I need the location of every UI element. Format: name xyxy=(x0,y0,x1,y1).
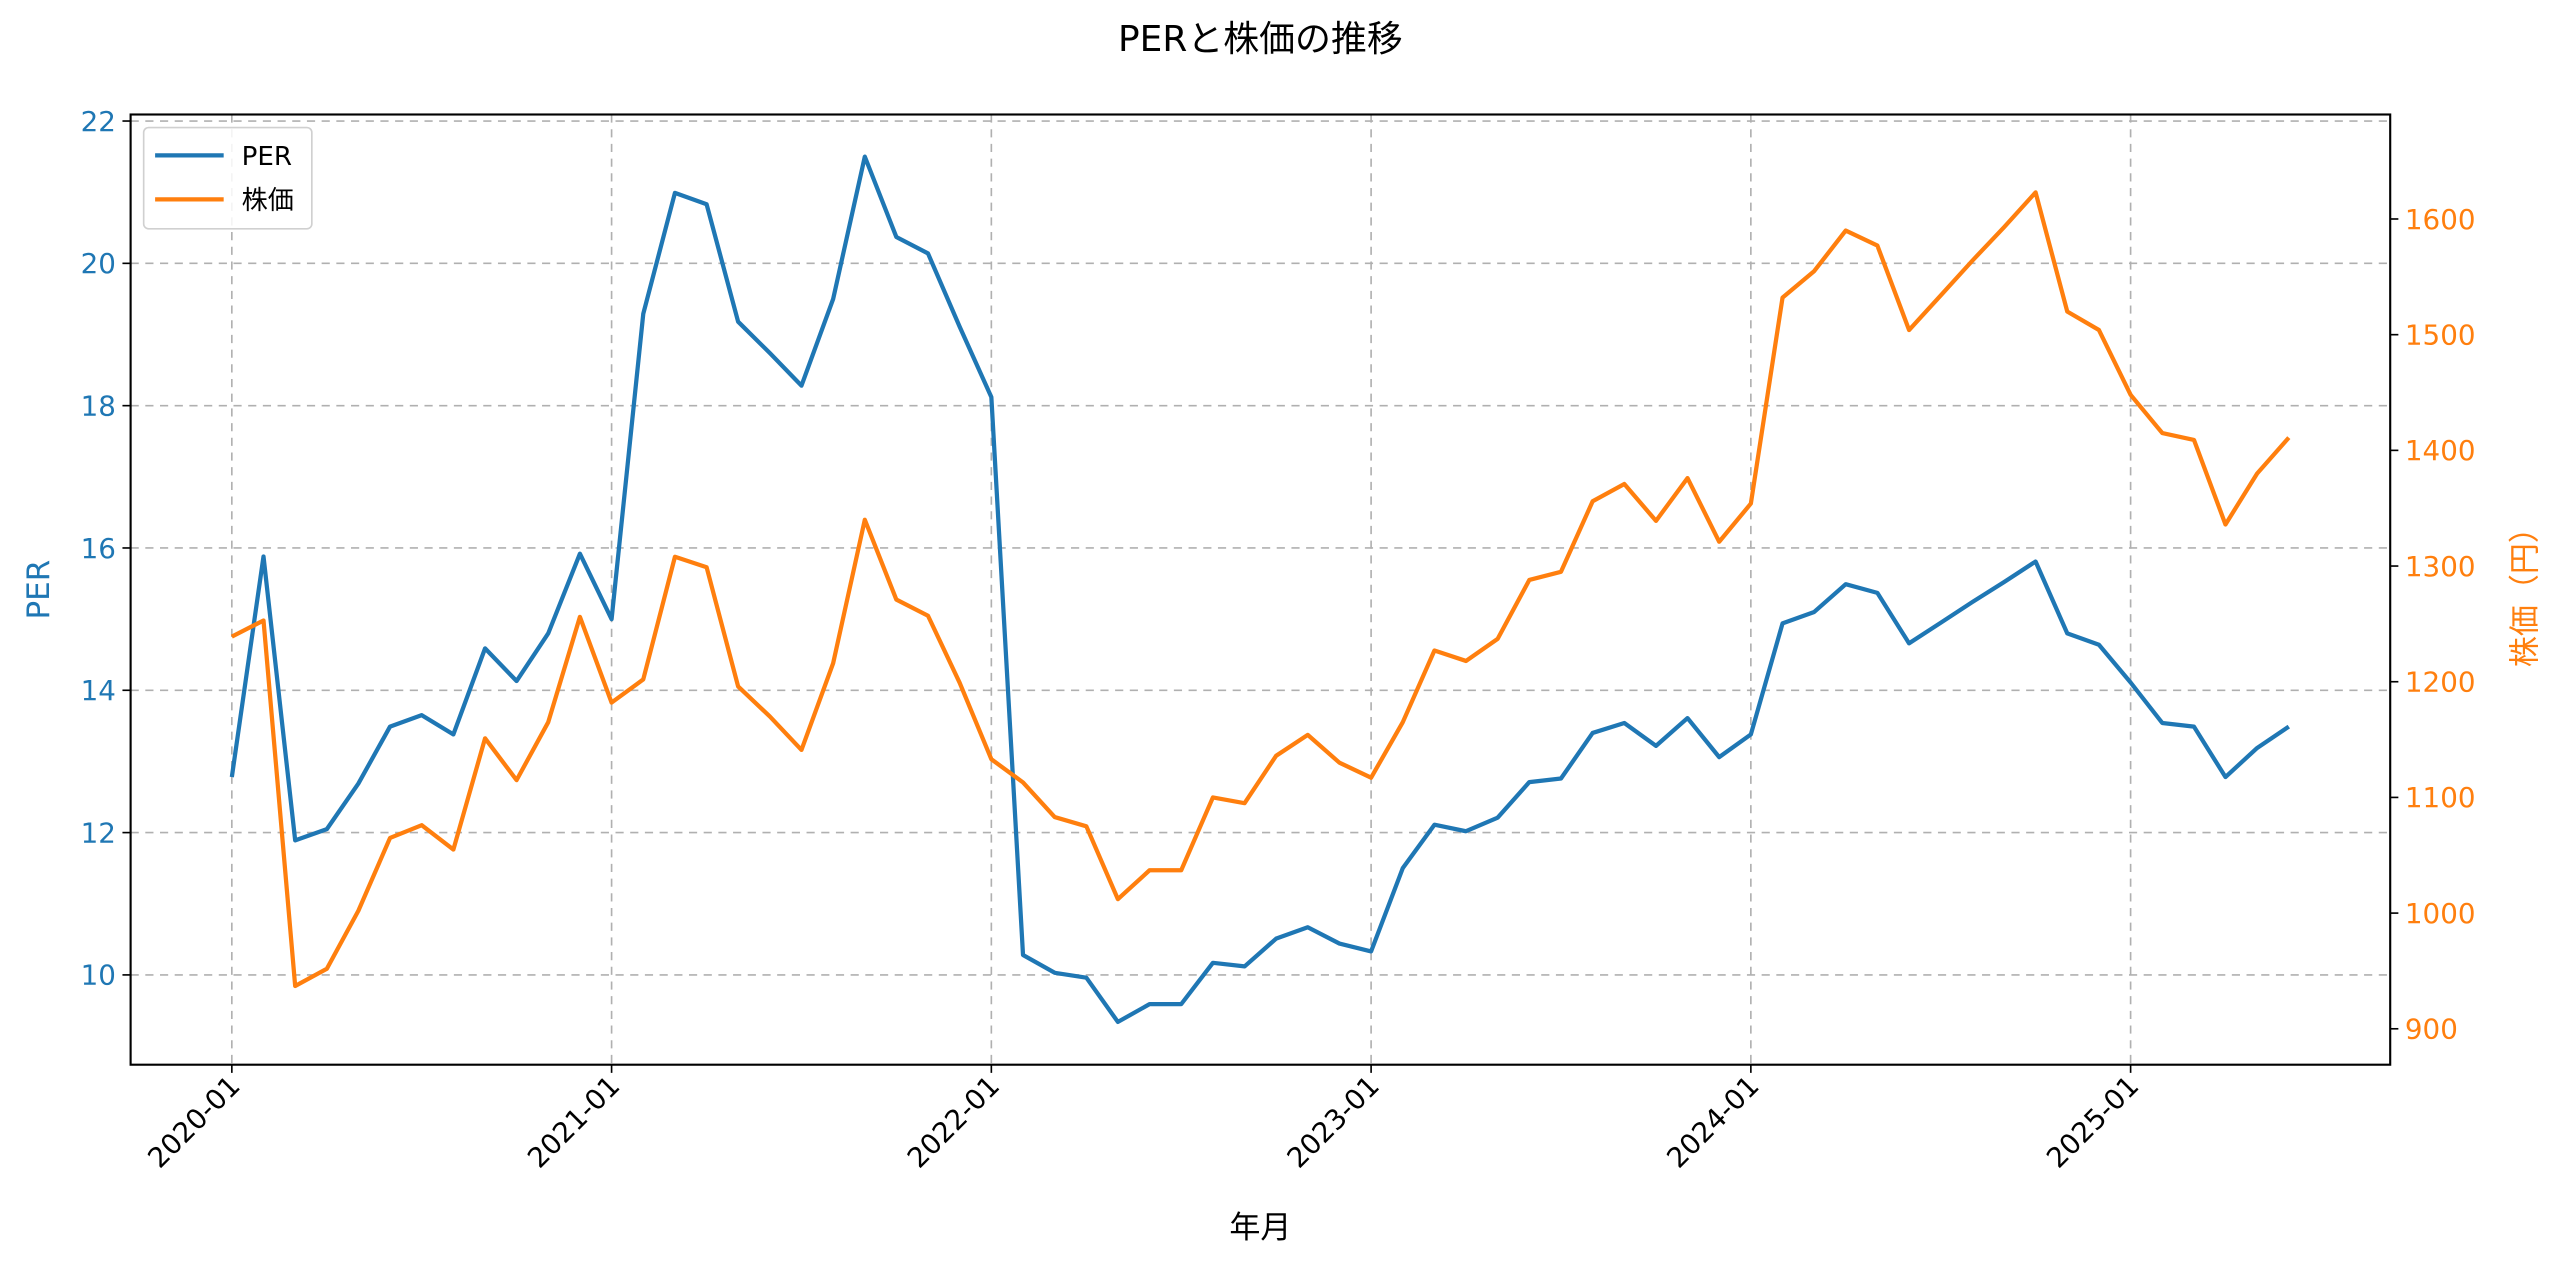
stock-price-line xyxy=(230,190,2291,989)
x-axis: 2020-01 2021-01 2022-01 2023-01 2024-01 2025-… xyxy=(141,1064,2145,1175)
chart-title: PERと株価の推移 xyxy=(1118,19,1403,60)
per-line xyxy=(229,154,2291,1025)
y-right-tick-label: 1600 xyxy=(2405,203,2476,236)
y-left-tick-label: 22 xyxy=(81,105,116,138)
legend-box xyxy=(142,126,313,230)
y-left-tick-label: 12 xyxy=(81,816,116,849)
x-tick-label: 2023-01 xyxy=(1281,1069,1386,1174)
x-tick-label: 2021-01 xyxy=(521,1069,626,1174)
y-left-tick-label: 18 xyxy=(81,389,116,422)
y-axis-right: 900 1000 1100 1200 1300 1400 1500 1600 xyxy=(2390,203,2476,1046)
y-left-tick-label: 20 xyxy=(81,247,116,280)
y-left-tick-label: 10 xyxy=(81,959,116,992)
x-axis-title: 年月 xyxy=(1229,1210,1291,1246)
y-right-tick-label: 1300 xyxy=(2405,550,2476,583)
y-left-tick-label: 14 xyxy=(81,674,116,707)
y-axis-left-title: PER xyxy=(21,560,57,620)
y-axis-right-title: 株価（円） xyxy=(2508,512,2544,667)
y-right-tick-label: 1100 xyxy=(2405,781,2476,814)
x-tick-label: 2022-01 xyxy=(901,1069,1006,1174)
legend: PER 株価 xyxy=(142,126,313,230)
grid-lines xyxy=(130,114,2391,1065)
legend-label-per: PER xyxy=(242,142,292,172)
x-tick-label: 2024-01 xyxy=(1660,1069,1765,1174)
legend-label-price: 株価 xyxy=(242,186,294,216)
y-right-tick-label: 900 xyxy=(2405,1013,2458,1046)
y-left-tick-label: 16 xyxy=(81,532,116,565)
y-right-tick-label: 1200 xyxy=(2405,666,2476,699)
x-tick-label: 2025-01 xyxy=(2040,1069,2145,1174)
y-right-tick-label: 1500 xyxy=(2405,318,2476,351)
y-right-tick-label: 1000 xyxy=(2405,897,2476,930)
x-tick-label: 2020-01 xyxy=(141,1069,246,1174)
plot-frame xyxy=(129,113,2392,1066)
y-right-tick-label: 1400 xyxy=(2405,434,2476,467)
data-series xyxy=(229,154,2291,1025)
y-axis-left: 10 12 14 16 18 20 22 xyxy=(81,105,131,992)
